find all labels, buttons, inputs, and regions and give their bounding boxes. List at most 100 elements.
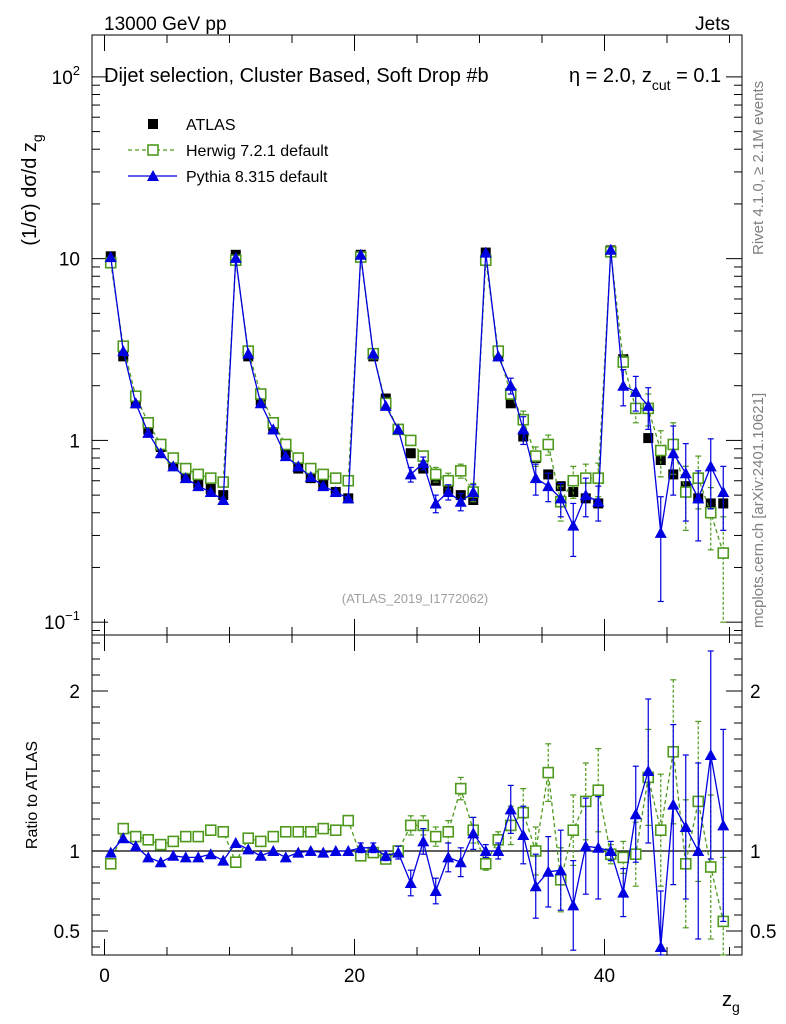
- main-point-pythia: [217, 494, 230, 506]
- ratio-point-pythia: [292, 846, 305, 858]
- ratio-point-herwig: [429, 830, 442, 843]
- ratio-point-pythia: [104, 846, 117, 858]
- main-point-pythia: [442, 486, 455, 498]
- ratio-point-herwig: [254, 835, 267, 848]
- ratio-point-pythia: [479, 845, 492, 856]
- main-point-pythia: [242, 347, 255, 359]
- ratio-y-tick-label-left: 2: [69, 682, 80, 703]
- main-y-tick-label-base: 10: [59, 250, 80, 271]
- ratio-point-pythia: [567, 899, 580, 911]
- analysis-id-label: (ATLAS_2019_I1772062): [342, 591, 488, 606]
- ratio-plot-area: [92, 650, 742, 956]
- main-y-tick-label: 1: [69, 431, 80, 452]
- ratio-point-pythia: [454, 856, 467, 868]
- main-point-pythia: [567, 519, 580, 531]
- main-point-pythia: [679, 467, 692, 479]
- ratio-point-pythia: [167, 849, 180, 861]
- ratio-x-tick-labels: 0 20 40: [99, 966, 615, 987]
- main-y-tick-label-exp: 2: [73, 63, 80, 78]
- main-point-atlas: [655, 455, 666, 466]
- ratio-point-pythia: [242, 843, 255, 855]
- main-y-tick-label-base: 10: [52, 68, 73, 89]
- main-line-herwig: [110, 251, 724, 554]
- ratio-point-herwig: [292, 825, 305, 838]
- ratio-point-herwig: [229, 856, 242, 869]
- main-point-atlas: [118, 351, 129, 362]
- ratio-point-pythia: [692, 845, 705, 856]
- main-point-herwig: [617, 356, 630, 368]
- main-point-herwig: [329, 472, 342, 484]
- main-point-herwig: [404, 434, 417, 447]
- main-point-atlas: [405, 448, 416, 459]
- main-point-pythia: [129, 397, 142, 409]
- legend-label-herwig: Herwig 7.2.1 default: [186, 143, 329, 160]
- ratio-point-herwig: [342, 814, 355, 827]
- ratio-point-herwig: [654, 824, 667, 837]
- ratio-point-herwig: [704, 861, 717, 873]
- ratio-point-pythia: [529, 880, 542, 892]
- main-point-pythia: [379, 399, 392, 411]
- main-point-pythia: [517, 423, 530, 435]
- ratio-point-herwig: [329, 824, 342, 837]
- main-point-pythia: [542, 480, 555, 492]
- ratio-point-pythia: [392, 846, 405, 858]
- ratio-point-herwig: [404, 819, 417, 832]
- ratio-point-herwig: [129, 830, 142, 843]
- x-axis-label-main: z: [722, 989, 732, 1011]
- main-point-pythia: [454, 495, 467, 507]
- ratio-y-tick-label-right: 2: [750, 682, 761, 703]
- ratio-point-pythia: [179, 851, 192, 863]
- ratio-point-herwig: [117, 822, 130, 835]
- main-point-pythia: [417, 457, 430, 469]
- main-point-atlas: [505, 398, 516, 409]
- ratio-point-herwig: [454, 782, 467, 795]
- main-point-pythia: [429, 497, 442, 509]
- main-point-atlas: [430, 475, 441, 486]
- main-point-pythia: [279, 450, 292, 462]
- main-point-pythia: [292, 460, 305, 472]
- main-point-pythia: [367, 347, 380, 359]
- main-point-pythia: [204, 486, 217, 498]
- main-point-pythia: [479, 246, 492, 258]
- ratio-panel-frame: [91, 634, 743, 956]
- ratio-point-pythia: [717, 819, 730, 831]
- ratio-point-herwig: [479, 857, 492, 870]
- ratio-point-pythia: [504, 803, 517, 815]
- ratio-point-pythia: [667, 798, 680, 810]
- main-y-axis-label-main: (1/σ) dσ/d z: [19, 142, 41, 246]
- main-point-pythia: [104, 251, 117, 263]
- x-tick-label: 40: [594, 966, 615, 987]
- main-point-pythia: [554, 492, 567, 504]
- ratio-point-pythia: [192, 851, 205, 863]
- x-tick-label: 20: [344, 966, 365, 987]
- main-ticks: [92, 35, 742, 635]
- ratio-series-pythia: [104, 650, 730, 956]
- ratio-point-herwig: [104, 857, 117, 870]
- legend-entry-pythia: Pythia 8.315 default: [128, 169, 328, 186]
- legend: ATLAS Herwig 7.2.1 default Pythia 8.315 …: [128, 117, 329, 186]
- ratio-point-pythia: [429, 885, 442, 896]
- main-point-pythia: [692, 492, 705, 504]
- ratio-point-pythia: [204, 848, 217, 860]
- main-point-herwig: [542, 438, 555, 451]
- ratio-point-pythia: [317, 846, 330, 858]
- main-point-pythia: [142, 426, 155, 438]
- ratio-point-pythia: [517, 829, 530, 840]
- plot-title-sub: cut: [652, 77, 671, 93]
- main-point-pythia: [467, 486, 480, 498]
- ratio-point-pythia: [629, 808, 642, 820]
- ratio-point-herwig: [567, 824, 580, 837]
- ratio-point-pythia: [542, 865, 555, 877]
- ratio-point-pythia: [467, 827, 480, 839]
- ratio-point-herwig: [304, 825, 317, 838]
- plot-title-main: Dijet selection, Cluster Based, Soft Dro…: [104, 65, 489, 87]
- ratio-point-pythia: [379, 849, 392, 861]
- ratio-point-herwig: [179, 830, 192, 843]
- plot-title-eta: η = 2.0, z: [569, 65, 652, 87]
- ratio-point-pythia: [404, 877, 417, 888]
- ratio-point-pythia: [267, 845, 280, 856]
- main-point-herwig: [142, 416, 155, 429]
- ratio-point-pythia: [279, 851, 292, 863]
- ratio-y-tick-label-left: 1: [69, 842, 80, 863]
